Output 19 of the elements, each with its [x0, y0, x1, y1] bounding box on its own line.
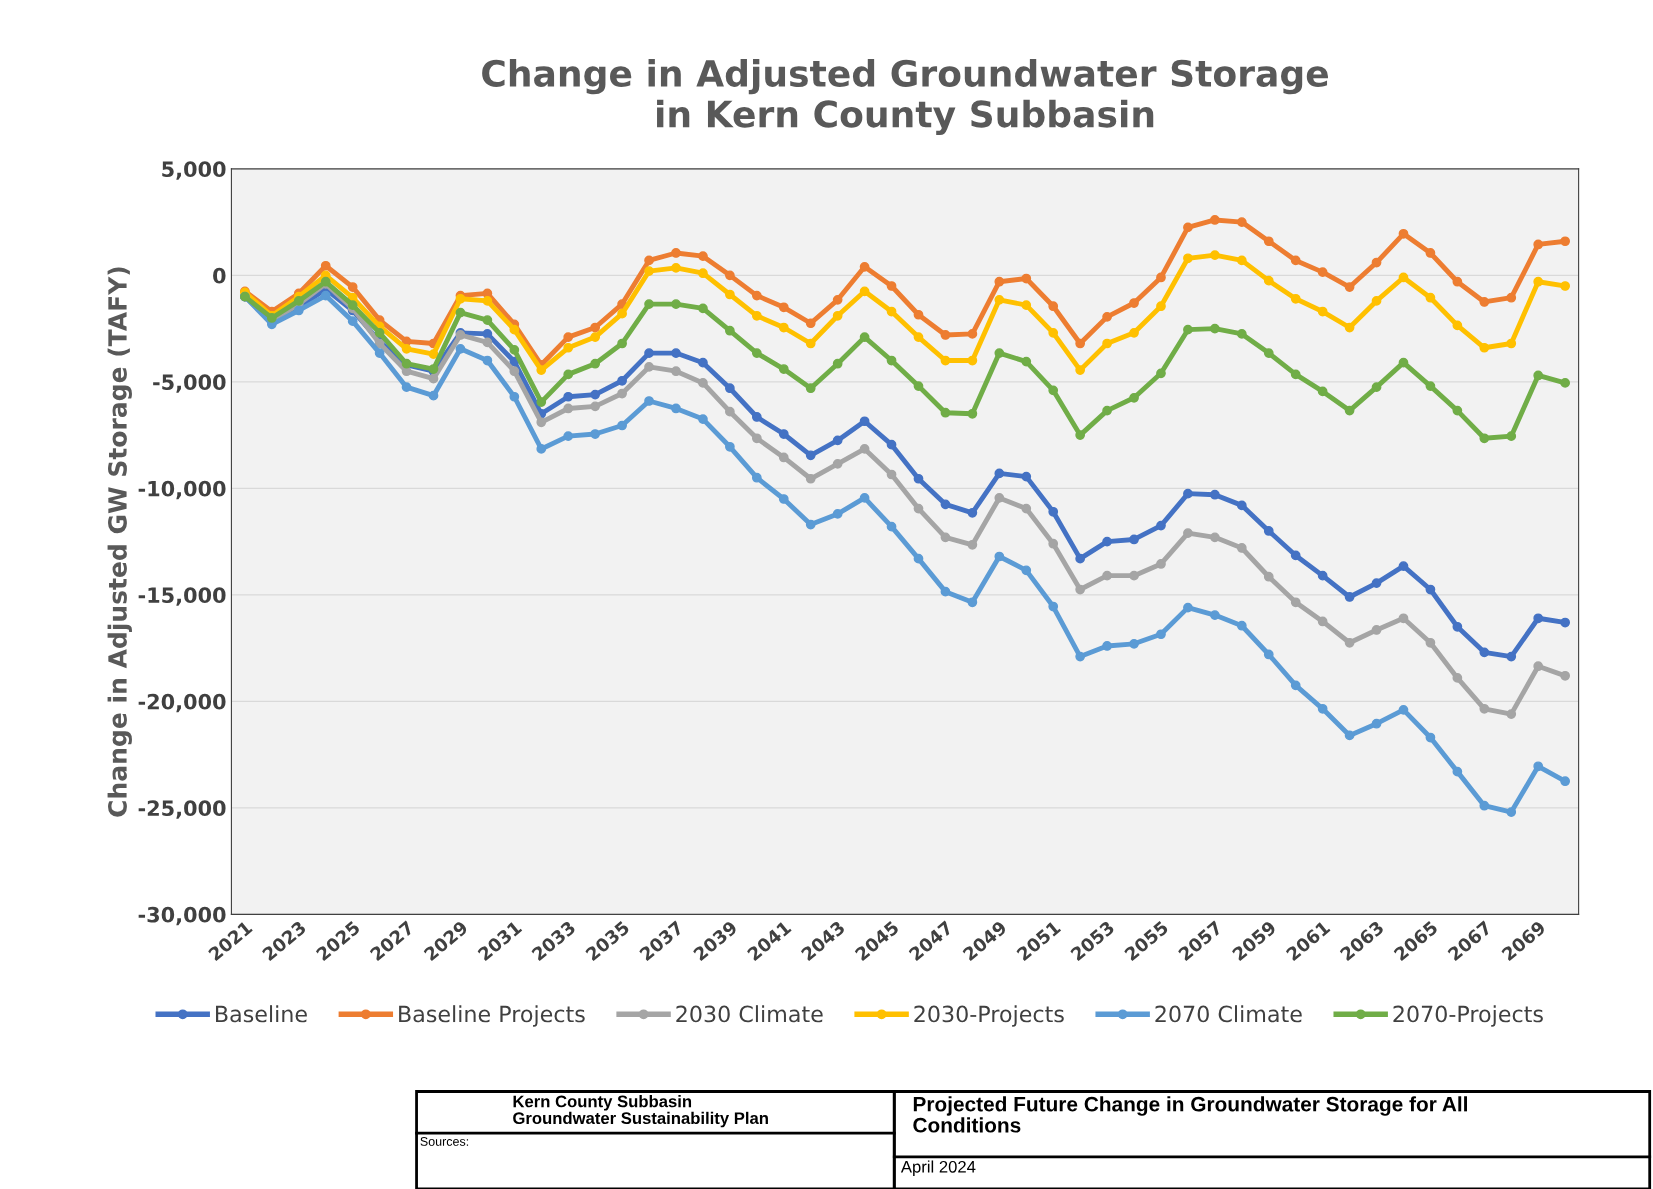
y-tick-label: -20,000	[138, 693, 226, 713]
y-tick-label: 0	[213, 267, 226, 284]
legend-label: 2070-Projects	[1393, 1005, 1543, 1027]
y-tick-label: -10,000	[138, 480, 226, 500]
legend-label: Baseline Projects	[399, 1005, 585, 1027]
chart-title: Change in Adjusted Groundwater Storage in Kern County Subbasin	[482, 59, 1328, 135]
text: Projected Future Change in Groundwater Storage for All Conditions	[913, 1096, 1467, 1133]
source-note: Sources:	[420, 1137, 469, 1146]
y-axis-title: Change in Adjusted GW Storage (TAFY)	[107, 267, 132, 817]
y-tick-label: 5,000	[162, 161, 226, 180]
legend-label: 2030 Climate	[676, 1005, 823, 1023]
y-tick-label: -25,000	[138, 800, 226, 819]
y-tick-label: -15,000	[138, 587, 226, 606]
legend-label: Baseline	[216, 1005, 307, 1023]
legend-label: 2030-Projects	[914, 1005, 1064, 1027]
y-tick-label: -5,000	[153, 374, 226, 393]
text: Kern County Subbasin Groundwater Sustainability Plan	[513, 1095, 768, 1128]
legend-label: 2070 Climate	[1155, 1005, 1302, 1023]
text: April 2024	[900, 1160, 976, 1176]
